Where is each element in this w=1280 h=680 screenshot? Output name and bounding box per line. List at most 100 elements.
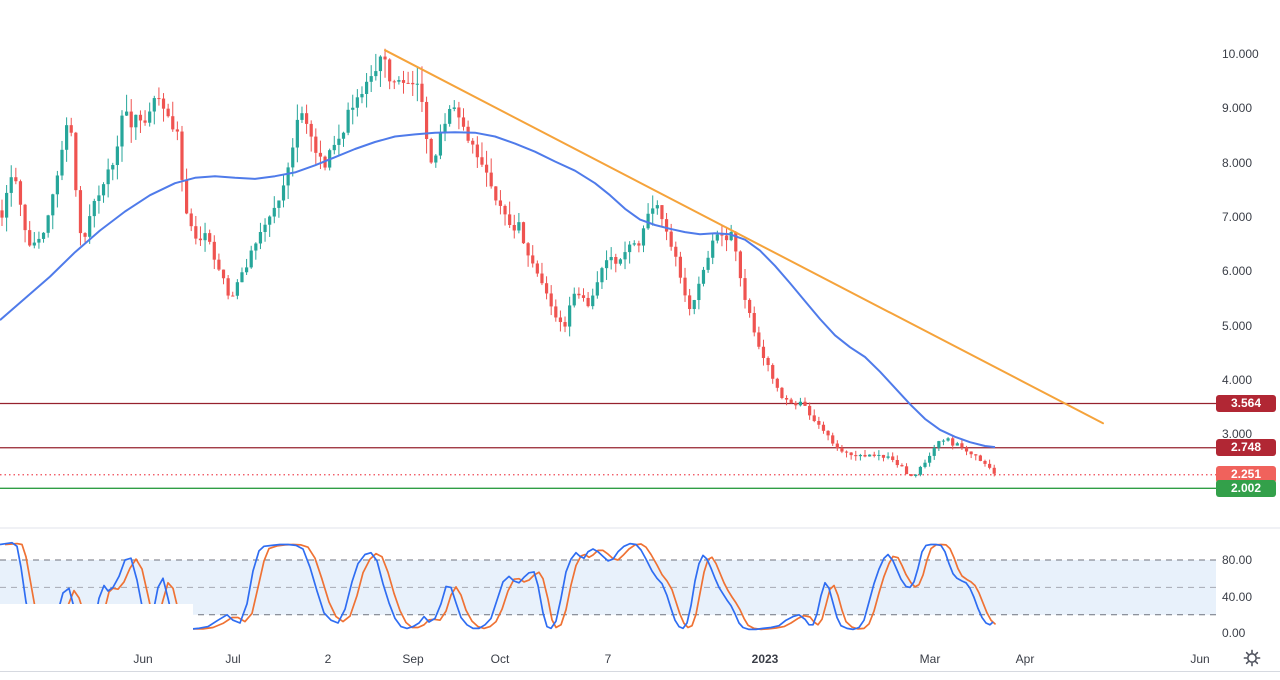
- candle-body: [563, 322, 567, 327]
- time-axis-label-2: 2: [324, 652, 332, 666]
- gear-spoke: [1245, 651, 1249, 655]
- candle-body: [724, 235, 729, 241]
- candle-body: [711, 240, 715, 258]
- price-level-lines[interactable]: [0, 402, 1216, 489]
- candle-body: [51, 194, 55, 216]
- candle-body: [189, 213, 193, 227]
- candle-body: [743, 278, 747, 300]
- price-level-badge-2.251: 2.251: [1216, 466, 1276, 484]
- candle-body: [840, 447, 844, 452]
- candle-body: [697, 283, 701, 301]
- candle-body: [734, 231, 738, 252]
- candle-body: [448, 108, 452, 124]
- candle-body: [558, 317, 563, 323]
- candlestick-series[interactable]: [0, 48, 996, 478]
- candle-body: [383, 56, 387, 60]
- moving-average-line: [0, 131, 996, 449]
- candle-body: [180, 131, 184, 180]
- candle-body: [628, 244, 632, 253]
- candle-body: [831, 435, 835, 444]
- candle-body: [503, 205, 507, 215]
- candle-body: [784, 397, 789, 400]
- candle-body: [568, 305, 572, 327]
- candle-body: [388, 59, 392, 82]
- candle-body: [969, 451, 973, 455]
- time-axis-label-2023: 2023: [751, 652, 779, 666]
- candle-body: [581, 295, 586, 298]
- candle-body: [475, 144, 479, 158]
- candle-body: [471, 140, 475, 145]
- oscillator-axis-tick-80.00: 80.00: [1222, 553, 1253, 567]
- candle-body: [683, 277, 687, 296]
- candle-body: [932, 447, 936, 456]
- candle-body: [706, 257, 710, 270]
- candle-body: [946, 438, 950, 441]
- candle-body: [771, 365, 775, 379]
- price-level-badge-2.748: 2.748: [1216, 439, 1276, 457]
- candle-body: [909, 474, 913, 476]
- candle-body: [900, 465, 904, 467]
- candle-body: [498, 200, 503, 206]
- candle-body: [738, 251, 742, 279]
- candle-body: [715, 234, 719, 241]
- candle-body: [429, 139, 433, 163]
- candle-body: [637, 243, 641, 246]
- candle-body: [360, 93, 364, 98]
- candle-body: [364, 81, 369, 94]
- candle-body: [484, 164, 489, 173]
- candle-body: [983, 460, 987, 464]
- candle-body: [378, 56, 383, 72]
- candle-body: [480, 157, 484, 165]
- candle-body: [914, 474, 918, 476]
- candle-body: [720, 234, 724, 236]
- candle-body: [651, 208, 655, 214]
- candle-body: [143, 120, 147, 123]
- candle-body: [812, 415, 816, 422]
- price-axis-tick-7.000: 7.000: [1222, 209, 1253, 224]
- candle-body: [844, 451, 849, 453]
- candle-body: [161, 98, 166, 109]
- candle-body: [572, 293, 576, 306]
- candle-body: [540, 273, 544, 284]
- candle-body: [881, 454, 886, 458]
- candle-body: [937, 441, 941, 448]
- candle-body: [761, 346, 766, 359]
- candle-body: [332, 144, 336, 151]
- candle-body: [604, 260, 609, 269]
- candle-body: [23, 204, 27, 231]
- candle-body: [794, 403, 798, 406]
- gear-spoke: [1255, 661, 1259, 665]
- candle-body: [434, 155, 438, 163]
- candle-body: [609, 257, 613, 261]
- oscillator-blank-overlay: [0, 604, 193, 648]
- price-axis-tick-6.000: 6.000: [1222, 264, 1253, 279]
- candle-body: [83, 233, 87, 237]
- candle-body: [138, 114, 143, 121]
- candle-body: [0, 210, 4, 218]
- candle-body: [554, 306, 558, 318]
- candle-body: [803, 401, 807, 406]
- candle-body: [60, 149, 64, 176]
- candle-body: [240, 272, 244, 283]
- candle-body: [101, 184, 106, 196]
- candle-body: [217, 259, 221, 270]
- oscillator-axis-tick-40.00: 40.00: [1222, 589, 1253, 604]
- descending-trendline[interactable]: [384, 49, 1104, 425]
- candle-body: [221, 269, 226, 279]
- candle-body: [798, 401, 802, 406]
- candle-body: [817, 421, 821, 425]
- candle-body: [406, 82, 410, 84]
- candle-body: [438, 132, 443, 156]
- candle-body: [281, 185, 286, 201]
- candle-body: [849, 452, 853, 456]
- candle-body: [397, 80, 401, 82]
- candle-body: [821, 424, 826, 431]
- candle-body: [826, 430, 830, 436]
- candle-body: [129, 111, 133, 128]
- time-axis-settings-gear-icon[interactable]: [1241, 647, 1263, 669]
- candle-body: [18, 181, 23, 205]
- candle-body: [106, 169, 110, 185]
- candle-body: [374, 71, 378, 77]
